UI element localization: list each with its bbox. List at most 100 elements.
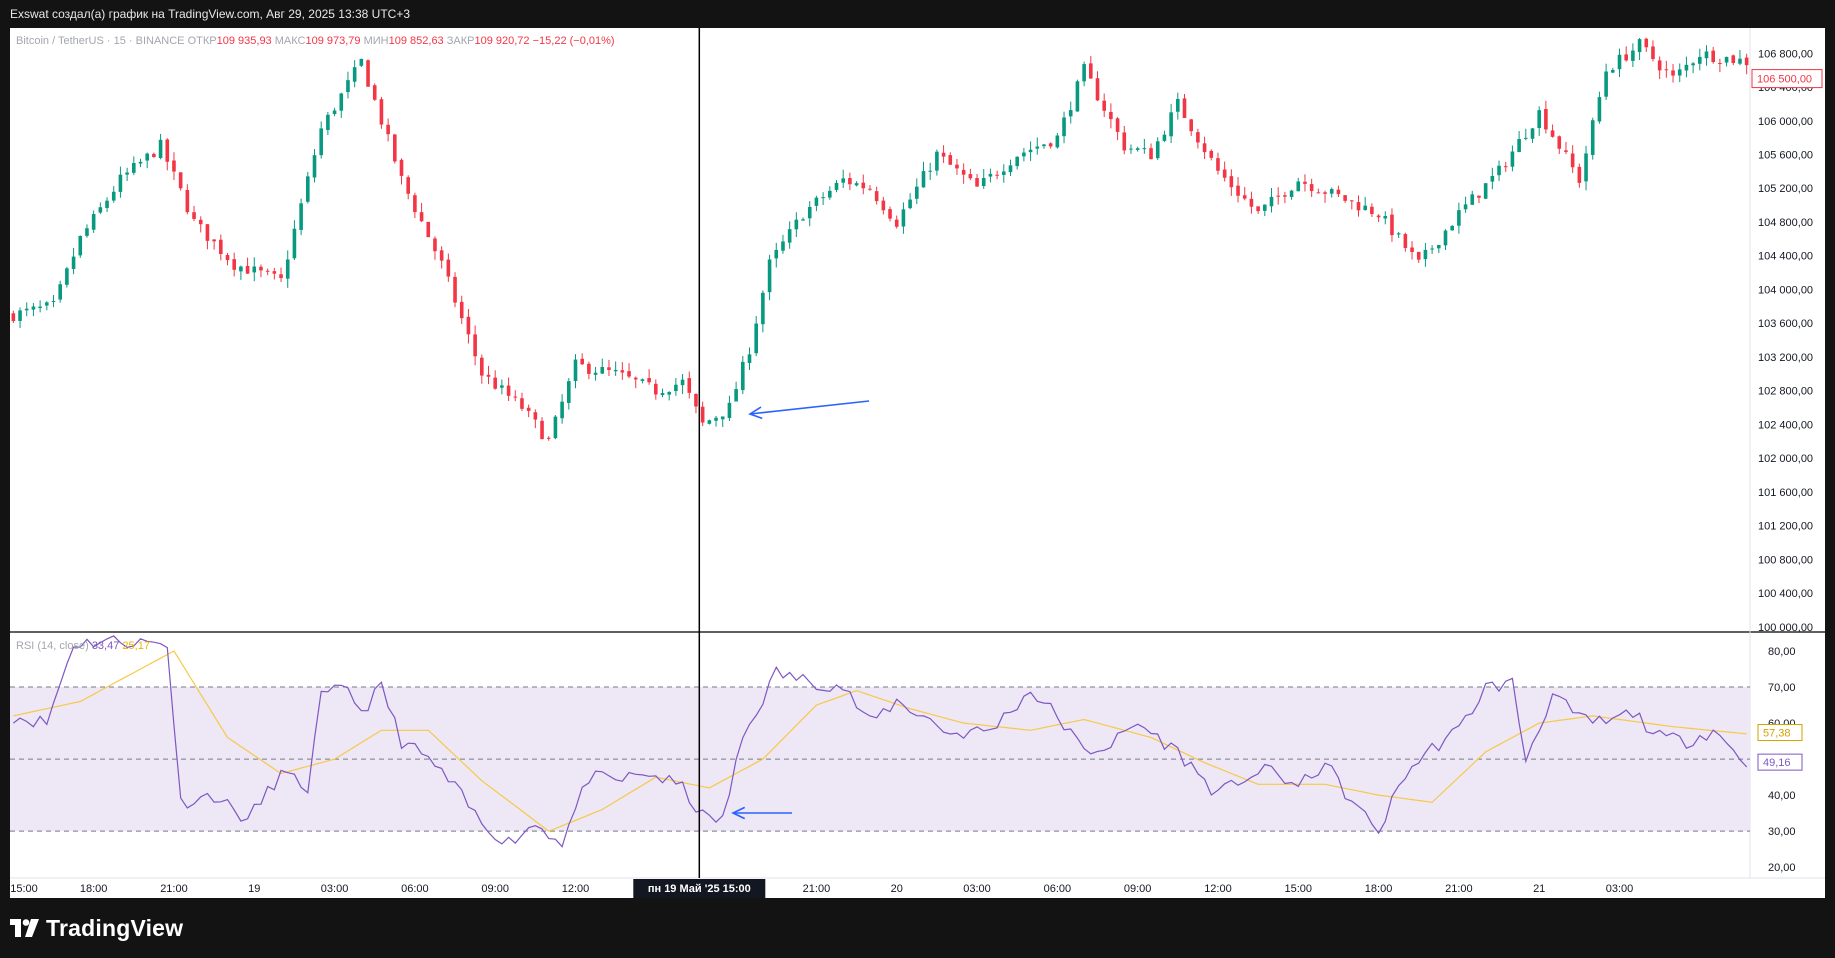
candle	[312, 149, 317, 183]
candle	[1430, 245, 1434, 254]
candle-body	[1336, 189, 1341, 195]
candle	[1182, 94, 1187, 119]
candle	[386, 118, 390, 142]
candle	[741, 355, 745, 395]
candle	[1048, 142, 1053, 149]
chart-caption: Exswat создал(а) график на TradingView.c…	[10, 7, 411, 21]
candle-body	[573, 359, 578, 381]
time-tick-label: 21:00	[1445, 883, 1473, 895]
time-tick-label: 21:00	[803, 883, 831, 895]
candle-body	[1704, 51, 1709, 59]
candle	[219, 234, 223, 261]
candle	[1002, 164, 1006, 183]
candle	[500, 379, 504, 395]
candle	[1289, 189, 1294, 200]
candle	[1089, 56, 1093, 79]
candle	[1115, 116, 1120, 141]
time-tick-label: 12:00	[562, 883, 590, 895]
candle-body	[567, 381, 571, 403]
candle	[513, 390, 518, 402]
symbol-label[interactable]: Bitcoin / TetherUS · 15 · BINANCE	[16, 35, 185, 47]
candle-body	[299, 203, 303, 230]
candle	[426, 221, 431, 238]
candle	[192, 205, 196, 222]
candle-body	[1510, 151, 1515, 167]
tradingview-logo-icon	[10, 919, 39, 937]
candle-body	[908, 199, 912, 209]
candle-body	[1256, 206, 1260, 212]
candle	[553, 414, 558, 440]
candle	[640, 378, 645, 384]
candle-body	[1403, 234, 1408, 248]
candle	[814, 195, 819, 212]
candle-body	[1002, 171, 1006, 175]
candle-body	[975, 178, 979, 187]
candle-body	[714, 417, 718, 421]
candle	[1135, 146, 1140, 152]
candle-body	[941, 152, 946, 157]
price-tick-label: 100 400,00	[1758, 588, 1813, 600]
candle	[901, 202, 906, 234]
candle	[761, 290, 765, 333]
candle-body	[1671, 70, 1675, 76]
candle	[1363, 196, 1367, 211]
candle	[98, 202, 103, 215]
candle-body	[292, 228, 297, 259]
candle	[78, 235, 83, 258]
candle-body	[306, 176, 310, 202]
candle-body	[1303, 181, 1307, 184]
candle-body	[774, 249, 779, 259]
candle	[45, 301, 49, 311]
rsi-arrow-icon	[731, 806, 792, 820]
candle	[1718, 58, 1722, 73]
candle-body	[627, 371, 631, 377]
candle-body	[1396, 233, 1401, 235]
candle-body	[1055, 135, 1060, 148]
candle-body	[212, 239, 216, 242]
candle-body	[1517, 138, 1521, 153]
candle	[1644, 37, 1649, 52]
price-tick-label: 104 400,00	[1758, 251, 1813, 263]
rsi-current-value: 33,47	[91, 640, 120, 652]
candle	[694, 393, 698, 414]
candle	[413, 192, 417, 219]
candle-body	[727, 402, 732, 419]
candle-body	[1316, 192, 1321, 194]
candle-body	[1102, 100, 1106, 111]
candle	[1102, 93, 1106, 118]
rsi-name[interactable]: RSI (14, close)	[16, 640, 89, 652]
candle-body	[1155, 141, 1160, 159]
candle-body	[647, 378, 651, 383]
candle-body	[239, 266, 243, 272]
candle-body	[794, 219, 799, 230]
candle	[593, 366, 598, 381]
candle-body	[453, 276, 457, 303]
candle	[1524, 128, 1528, 141]
candle-body	[526, 407, 531, 411]
candle-body	[593, 372, 598, 375]
rsi-legend: RSI (14, close) 33,47 25,17	[16, 640, 150, 652]
candle	[607, 359, 611, 377]
candle	[1423, 243, 1428, 267]
price-tick-label: 104 800,00	[1758, 217, 1813, 229]
candle	[1463, 196, 1468, 213]
candle	[995, 170, 999, 180]
candle	[85, 224, 89, 238]
candle-body	[486, 374, 491, 377]
candle	[1738, 49, 1742, 66]
candle	[225, 253, 230, 266]
candle-body	[1122, 132, 1127, 151]
candle-body	[1008, 165, 1013, 173]
candle	[1597, 91, 1602, 124]
price-tick-label: 102 400,00	[1758, 419, 1813, 431]
candle	[1624, 46, 1628, 62]
candle-body	[500, 385, 504, 388]
candle	[65, 266, 69, 288]
candle-body	[232, 259, 236, 270]
candle	[1256, 206, 1260, 214]
candle	[332, 107, 337, 117]
tradingview-footer[interactable]: TradingView	[10, 912, 183, 944]
candle	[1316, 188, 1321, 194]
